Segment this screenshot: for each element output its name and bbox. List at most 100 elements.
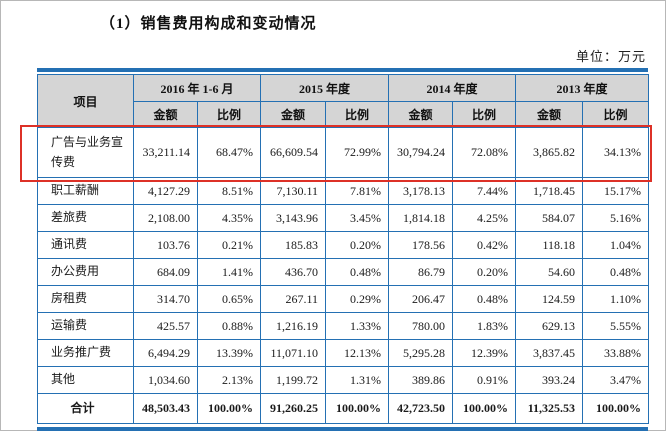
cell-amount: 30,794.24 — [388, 127, 454, 178]
row-item-label: 通讯费 — [37, 231, 134, 259]
cell-amount: 1,814.18 — [388, 204, 454, 232]
cell-amount: 124.59 — [515, 285, 584, 313]
cell-amount: 393.24 — [515, 366, 584, 394]
cell-amount: 42,723.50 — [388, 393, 454, 424]
table-row: 办公费用 684.09 1.41% 436.70 0.48% 86.79 0.20% 54.6… — [37, 258, 650, 286]
row-item-label: 差旅费 — [37, 204, 134, 232]
cell-amount: 1,199.72 — [260, 366, 326, 394]
cell-amount: 1,034.60 — [133, 366, 198, 394]
cell-ratio: 100.00% — [452, 393, 517, 424]
col-header-period-2014: 2014 年度 — [388, 74, 517, 102]
cell-ratio: 4.25% — [452, 204, 517, 232]
sub-header-amount: 金额 — [133, 101, 198, 128]
cell-ratio: 1.41% — [197, 258, 261, 286]
cell-amount: 11,071.10 — [260, 339, 326, 367]
cell-amount: 629.13 — [515, 312, 584, 340]
cell-amount: 7,130.11 — [260, 177, 326, 205]
cell-amount: 86.79 — [388, 258, 454, 286]
cell-ratio: 72.99% — [324, 127, 390, 178]
cell-amount: 584.07 — [515, 204, 584, 232]
sub-header-amount: 金额 — [388, 101, 454, 128]
cell-ratio: 5.16% — [582, 204, 650, 232]
cell-ratio: 100.00% — [324, 393, 390, 424]
cell-ratio: 68.47% — [197, 127, 261, 178]
cell-ratio: 3.47% — [582, 366, 650, 394]
cell-amount: 389.86 — [388, 366, 454, 394]
cell-ratio: 0.20% — [452, 258, 517, 286]
cell-ratio: 7.44% — [452, 177, 517, 205]
table-row: 通讯费 103.76 0.21% 185.83 0.20% 178.56 0.42% 118.… — [37, 231, 650, 259]
cell-ratio: 4.35% — [197, 204, 261, 232]
cell-ratio: 2.13% — [197, 366, 261, 394]
table-row: 广告与业务宣传费 33,211.14 68.47% 66,609.54 72.99% 30… — [37, 127, 650, 178]
expense-table: 项目 2016 年 1-6 月 2015 年度 2014 年度 2013 年度 … — [37, 74, 650, 424]
row-item-label: 业务推广费 — [37, 339, 134, 367]
cell-amount: 3,178.13 — [388, 177, 454, 205]
row-item-label: 房租费 — [37, 285, 134, 313]
cell-ratio: 1.10% — [582, 285, 650, 313]
row-item-label: 职工薪酬 — [37, 177, 134, 205]
cell-ratio: 72.08% — [452, 127, 517, 178]
table-bottom-rule — [37, 427, 648, 431]
cell-amount: 314.70 — [133, 285, 198, 313]
cell-ratio: 7.81% — [324, 177, 390, 205]
cell-amount: 3,837.45 — [515, 339, 584, 367]
cell-ratio: 0.48% — [324, 258, 390, 286]
row-item-label: 运输费 — [37, 312, 134, 340]
section-title: （1）销售费用构成和变动情况 — [100, 16, 317, 32]
cell-ratio: 0.88% — [197, 312, 261, 340]
total-row: 合计 48,503.43 100.00% 91,260.25 100.00% 42,723… — [37, 393, 650, 424]
cell-ratio: 0.29% — [324, 285, 390, 313]
cell-ratio: 8.51% — [197, 177, 261, 205]
cell-amount: 3,865.82 — [515, 127, 584, 178]
cell-ratio: 13.39% — [197, 339, 261, 367]
cell-ratio: 1.83% — [452, 312, 517, 340]
table-row: 职工薪酬 4,127.29 8.51% 7,130.11 7.81% 3,178.13 7.… — [37, 177, 650, 205]
table-row: 运输费 425.57 0.88% 1,216.19 1.33% 780.00 1.83% 62… — [37, 312, 650, 340]
cell-amount: 3,143.96 — [260, 204, 326, 232]
col-header-period-2015: 2015 年度 — [259, 74, 390, 102]
cell-amount: 1,718.45 — [515, 177, 584, 205]
cell-amount: 267.11 — [260, 285, 326, 313]
cell-amount: 91,260.25 — [260, 393, 326, 424]
cell-amount: 33,211.14 — [133, 127, 198, 178]
table-row: 差旅费 2,108.00 4.35% 3,143.96 3.45% 1,814.18 4.2… — [37, 204, 650, 232]
row-item-label: 其他 — [37, 366, 134, 394]
row-item-label: 办公费用 — [37, 258, 134, 286]
cell-ratio: 100.00% — [197, 393, 261, 424]
table-row: 业务推广费 6,494.29 13.39% 11,071.10 12.13% 5,295.… — [37, 339, 650, 367]
cell-ratio: 5.55% — [582, 312, 650, 340]
table-row: 房租费 314.70 0.65% 267.11 0.29% 206.47 0.48% 124.… — [37, 285, 650, 313]
cell-amount: 54.60 — [515, 258, 584, 286]
sub-header-ratio: 比例 — [582, 101, 650, 128]
cell-amount: 2,108.00 — [133, 204, 198, 232]
col-header-period-2013: 2013 年度 — [515, 74, 650, 102]
cell-amount: 1,216.19 — [260, 312, 326, 340]
sub-header-amount: 金额 — [515, 101, 584, 128]
cell-ratio: 1.04% — [582, 231, 650, 259]
sub-header-ratio: 比例 — [452, 101, 517, 128]
cell-ratio: 12.39% — [452, 339, 517, 367]
cell-ratio: 1.33% — [324, 312, 390, 340]
cell-amount: 684.09 — [133, 258, 198, 286]
cell-amount: 425.57 — [133, 312, 198, 340]
col-header-period-2016: 2016 年 1-6 月 — [133, 74, 261, 102]
cell-amount: 66,609.54 — [260, 127, 326, 178]
sub-header-amount: 金额 — [260, 101, 326, 128]
expense-table-container: 项目 2016 年 1-6 月 2015 年度 2014 年度 2013 年度 … — [20, 68, 652, 431]
col-header-item: 项目 — [37, 74, 134, 128]
cell-amount: 206.47 — [388, 285, 454, 313]
cell-ratio: 1.31% — [324, 366, 390, 394]
cell-ratio: 34.13% — [582, 127, 650, 178]
cell-ratio: 33.88% — [582, 339, 650, 367]
cell-ratio: 0.48% — [582, 258, 650, 286]
cell-amount: 118.18 — [515, 231, 584, 259]
cell-amount: 103.76 — [133, 231, 198, 259]
cell-ratio: 0.48% — [452, 285, 517, 313]
cell-ratio: 3.45% — [324, 204, 390, 232]
table-top-rule — [37, 68, 648, 72]
cell-amount: 5,295.28 — [388, 339, 454, 367]
unit-label: 单位：万元 — [575, 49, 646, 64]
cell-amount: 178.56 — [388, 231, 454, 259]
cell-ratio: 0.65% — [197, 285, 261, 313]
